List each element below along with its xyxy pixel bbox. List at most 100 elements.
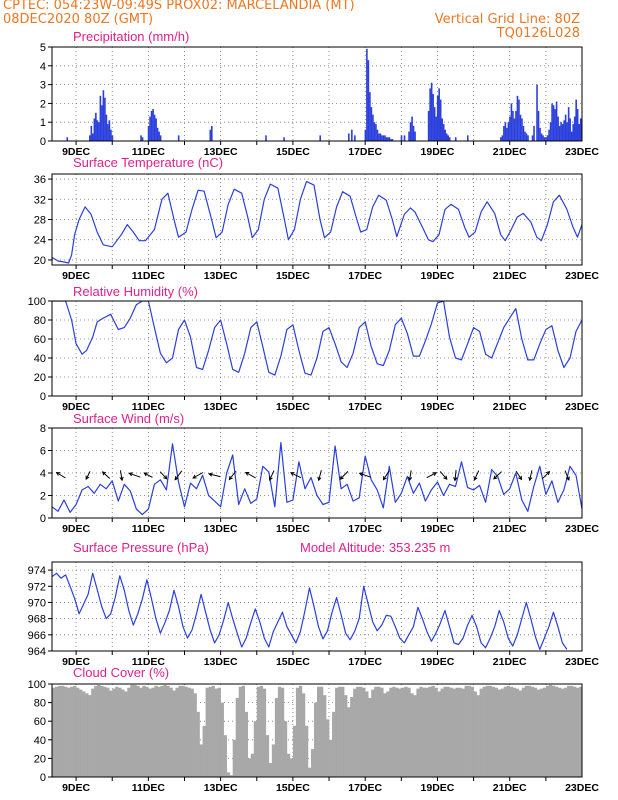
precip-bar	[354, 135, 356, 141]
x-tick-label: 19DEC	[421, 401, 455, 413]
cloud-bar	[509, 686, 514, 777]
cloud-bar	[154, 685, 158, 777]
cloud-bar	[500, 688, 505, 777]
cloud-bar	[563, 687, 568, 777]
x-tick-label: 17DEC	[348, 146, 382, 158]
cloud-bar	[335, 687, 339, 777]
wind-arrow-shaft	[85, 471, 91, 480]
precip-bar	[102, 90, 105, 141]
x-tick-label: 11DEC	[132, 523, 166, 535]
wind-arrow-shaft	[245, 472, 256, 479]
panel-5: 0 20 40 60 80 100 9DEC 11DEC 13DEC 15DEC 17DEC 19DE…	[28, 665, 600, 794]
cloud-bar	[166, 685, 170, 777]
precip-bar	[409, 122, 412, 141]
y-tick-label: 20	[34, 255, 46, 267]
wind-arrow	[174, 470, 183, 481]
cloud-bar	[271, 744, 276, 777]
cloud-bar	[127, 687, 131, 777]
precip-bar	[546, 135, 549, 141]
wind-arrow-shaft	[383, 470, 390, 480]
cloud-bar	[79, 689, 83, 777]
precip-bar	[525, 133, 528, 141]
cloud-bar	[350, 697, 354, 777]
precip-bar	[96, 120, 99, 141]
cloud-bar	[250, 753, 255, 777]
cloud-bar	[289, 758, 294, 777]
cloud-bar	[304, 725, 309, 777]
precip-bar	[98, 122, 100, 141]
precip-bar	[545, 137, 547, 141]
cloud-bar	[578, 686, 582, 777]
y-tick-label: 4	[40, 61, 46, 73]
precip-bar	[147, 125, 150, 141]
cloud-bar	[274, 697, 279, 777]
cloud-bar	[539, 688, 544, 777]
cloud-bar	[572, 686, 577, 777]
cloud-bar	[386, 691, 390, 777]
precip-bar	[436, 95, 439, 141]
cloud-bar	[410, 693, 414, 777]
wind-arrow	[515, 470, 523, 481]
cloud-bar	[329, 739, 333, 777]
x-tick-label: 19DEC	[421, 782, 455, 794]
cloud-bar	[371, 689, 375, 777]
cloud-bar	[73, 685, 77, 777]
wind-arrow-head	[545, 470, 551, 476]
precip-bar	[376, 129, 379, 141]
precip-bar	[366, 48, 368, 141]
precip-bar	[554, 109, 556, 141]
cloud-bar	[280, 687, 285, 777]
panel-frame	[51, 46, 583, 142]
precip-bar	[448, 137, 451, 141]
cloud-bar	[353, 688, 357, 777]
precip-bar	[539, 127, 541, 141]
x-tick-label: 9DEC	[62, 270, 90, 282]
cloud-bar	[317, 686, 321, 777]
wind-arrow-head	[493, 475, 498, 480]
precip-bar	[348, 133, 350, 141]
precip-bar	[521, 118, 523, 141]
cloud-bar	[268, 763, 273, 777]
cloud-bar	[473, 691, 477, 777]
cloud-bar	[121, 689, 125, 777]
precip-bar	[578, 124, 580, 141]
precip-bar	[319, 135, 322, 141]
wind-arrow	[564, 470, 570, 481]
cloud-bar	[178, 685, 182, 777]
precip-bar	[570, 131, 573, 141]
wind-arrow-shaft	[269, 470, 275, 481]
cloud-bar	[419, 686, 423, 777]
cloud-bar	[67, 687, 71, 777]
precip-bar	[388, 137, 391, 141]
wind-arrow	[228, 470, 237, 481]
cloud-bar	[85, 693, 89, 777]
wind-arrow-head	[163, 475, 168, 480]
y-tick-label: 0	[40, 513, 46, 525]
wind-arrow	[101, 471, 111, 479]
cloud-bar	[467, 685, 471, 777]
plot-area	[52, 181, 582, 264]
precip-bar	[372, 114, 374, 141]
panel-frame	[51, 300, 583, 397]
panel-frame	[51, 683, 583, 778]
precip-bar	[510, 103, 513, 141]
cloud-bar	[148, 688, 152, 777]
x-tick-label: 23DEC	[565, 401, 599, 413]
precip-bar	[516, 95, 519, 141]
cloud-bar	[61, 685, 65, 777]
cloud-bar	[283, 721, 288, 777]
cloud-bar	[461, 688, 465, 777]
wind-arrow-shaft	[102, 471, 111, 479]
wind-arrow	[208, 472, 221, 478]
cloud-bar	[301, 693, 306, 777]
wind-arrow	[192, 472, 204, 479]
y-tick-label: 24	[34, 235, 46, 247]
precip-bar	[159, 135, 162, 141]
cloud-bar	[163, 684, 167, 777]
cloud-bar	[226, 772, 230, 777]
cloud-bar	[533, 687, 538, 777]
x-tick-label: 15DEC	[276, 146, 310, 158]
cloud-bar	[434, 687, 438, 777]
cloud-bar	[211, 685, 215, 777]
cloud-bar	[401, 687, 405, 777]
